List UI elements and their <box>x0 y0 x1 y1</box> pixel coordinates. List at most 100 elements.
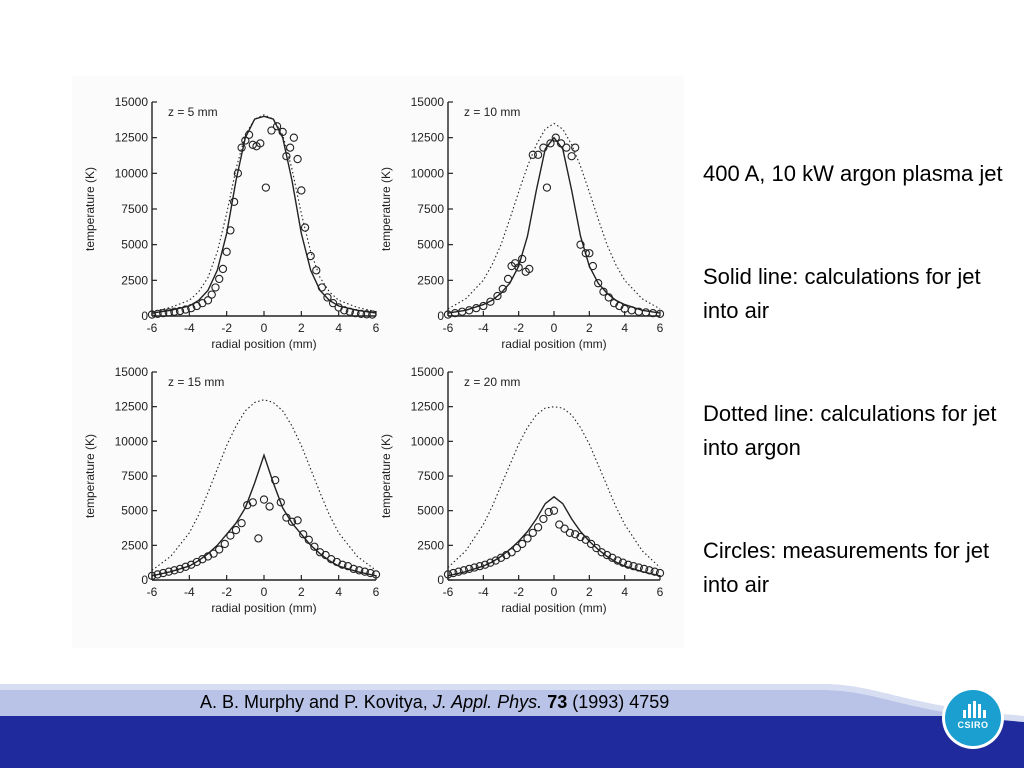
chart-2-measurement-point <box>604 293 613 302</box>
chart-1-y-tick-label: 15000 <box>115 95 149 109</box>
chart-1-measurement-point <box>351 308 360 318</box>
chart-2-y-axis-label: temperature (K) <box>379 167 393 251</box>
citation-volume: 73 <box>542 692 568 712</box>
chart-2-measurement-point <box>539 143 548 152</box>
chart-3-x-axis-label: radial position (mm) <box>211 601 316 615</box>
chart-1-measurement-point <box>241 136 250 145</box>
chart-2-measurement-point <box>528 150 537 159</box>
chart-4-measurement-point <box>449 568 458 578</box>
chart-2-y-tick-label: 10000 <box>411 166 445 180</box>
chart-2-measurement-point <box>533 150 543 159</box>
chart-4-solid-line-air <box>447 495 661 577</box>
chart-3-measurement-point <box>371 570 381 579</box>
chart-3-measurement-point <box>310 542 319 551</box>
chart-2-solid-line-air <box>447 136 661 314</box>
chart-3-annotation: z = 15 mm <box>168 375 224 389</box>
chart-4-measurement-point <box>555 520 564 529</box>
chart-1-measurement-point <box>261 183 271 192</box>
chart-4-measurement-point <box>454 567 463 576</box>
chart-4-x-tick-label: 4 <box>621 585 628 599</box>
chart-2-dotted-line-argon <box>447 122 661 310</box>
chart-3-y-tick-label: 12500 <box>115 400 149 414</box>
chart-1-y-tick-label: 5000 <box>121 238 148 252</box>
chart-4-measurement-point <box>523 534 532 543</box>
chart-4-measurement-point <box>634 563 643 572</box>
chart-4-measurement-point <box>533 523 543 532</box>
chart-3-measurement-point <box>226 531 235 540</box>
csiro-logo-bars-icon <box>963 701 986 718</box>
chart-3-y-tick-label: 2500 <box>121 538 148 552</box>
chart-4-measurement-point <box>459 566 469 575</box>
chart-1-measurement-point <box>164 308 173 317</box>
chart-3-measurement-point <box>304 535 313 544</box>
chart-1-measurement-point <box>267 126 276 135</box>
chart-4-y-tick-label: 2500 <box>417 538 444 552</box>
chart-1-measurement-point <box>222 247 231 256</box>
chart-4-measurement-point <box>586 539 596 549</box>
chart-2-measurement-point <box>581 249 590 258</box>
chart-1-measurement-point <box>211 283 220 292</box>
chart-2-y-tick-label: 12500 <box>411 131 445 145</box>
chart-4-measurement-point <box>465 564 474 574</box>
chart-4-measurement-point <box>618 558 628 567</box>
chart-1-x-tick-label: 2 <box>298 321 305 335</box>
chart-2-measurement-point <box>571 143 580 152</box>
chart-3-x-tick-label: -2 <box>221 585 232 599</box>
chart-1-measurement-point <box>317 283 327 292</box>
chart-3-measurement-point <box>276 498 285 507</box>
chart-1-x-axis-label: radial position (mm) <box>211 337 316 351</box>
chart-4-measurement-point <box>443 570 453 579</box>
chart-1-measurement-point <box>159 308 168 318</box>
chart-2-measurement-point <box>514 263 523 272</box>
chart-3-measurement-point <box>147 571 157 580</box>
chart-3-y-tick-label: 0 <box>141 573 148 587</box>
chart-2-measurement-point <box>556 139 566 148</box>
chart-1-y-tick-label: 2500 <box>121 273 148 287</box>
chart-1-measurement-point <box>203 296 213 305</box>
chart-2-measurement-point <box>567 152 576 161</box>
chart-1-measurement-point <box>340 306 349 315</box>
chart-1-y-axis-label: temperature (K) <box>83 167 97 251</box>
temperature-charts: 0 2500 5000 7500 10000 12500 15000 -6 -4 -2 0 2 4 6 ra… <box>83 95 665 615</box>
chart-4-measurement-point <box>475 561 484 571</box>
chart-4-measurement-point <box>639 564 649 574</box>
chart-3-measurement-point <box>254 534 263 543</box>
chart-3-y-tick-label: 5000 <box>121 504 148 518</box>
chart-4-y-axis-label: temperature (K) <box>379 434 393 518</box>
chart-2-measurement-point <box>562 143 571 152</box>
chart-3-measurement-point <box>282 513 291 522</box>
chart-4-x-tick-label: 6 <box>657 585 664 599</box>
chart-1-measurement-point <box>368 310 377 319</box>
chart-1-measurement-point <box>297 186 306 195</box>
chart-2-measurement-point <box>576 240 585 249</box>
chart-3-measurement-point <box>181 562 190 571</box>
chart-1-y-tick-label: 7500 <box>121 202 148 216</box>
chart-1-measurement-point <box>362 310 371 319</box>
chart-3-measurement-point <box>338 560 347 569</box>
chart-3-x-tick-label: 4 <box>335 585 342 599</box>
chart-1-measurement-point <box>218 264 228 274</box>
chart-4-measurement-point <box>486 558 495 567</box>
chart-1-measurement-point <box>278 127 287 137</box>
chart-3-measurement-point <box>293 516 302 525</box>
chart-2-measurement-point <box>627 306 636 315</box>
chart-3-measurement-point <box>153 570 162 579</box>
chart-3-y-tick-label: 15000 <box>115 365 149 379</box>
chart-1-measurement-point <box>187 304 196 313</box>
chart-4-measurement-point <box>480 560 490 569</box>
chart-1-measurement-point <box>229 197 239 207</box>
chart-4-measurement-point <box>613 556 622 565</box>
chart-3-measurement-point <box>209 549 218 558</box>
chart-4-measurement-point <box>539 514 548 524</box>
chart-1-measurement-point <box>226 226 235 235</box>
chart-4-x-tick-label: 0 <box>551 585 558 599</box>
chart-4-x-axis-label: radial position (mm) <box>501 601 606 615</box>
chart-1-x-tick-label: 0 <box>261 321 268 335</box>
chart-3-measurement-point <box>175 564 185 574</box>
chart-1-measurement-point <box>181 305 190 314</box>
chart-3-measurement-point <box>366 568 375 578</box>
chart-1-measurement-point <box>256 139 265 148</box>
chart-1-measurement-point <box>282 152 291 161</box>
chart-3-measurement-point <box>299 530 308 539</box>
chart-1-measurement-point <box>237 143 246 152</box>
